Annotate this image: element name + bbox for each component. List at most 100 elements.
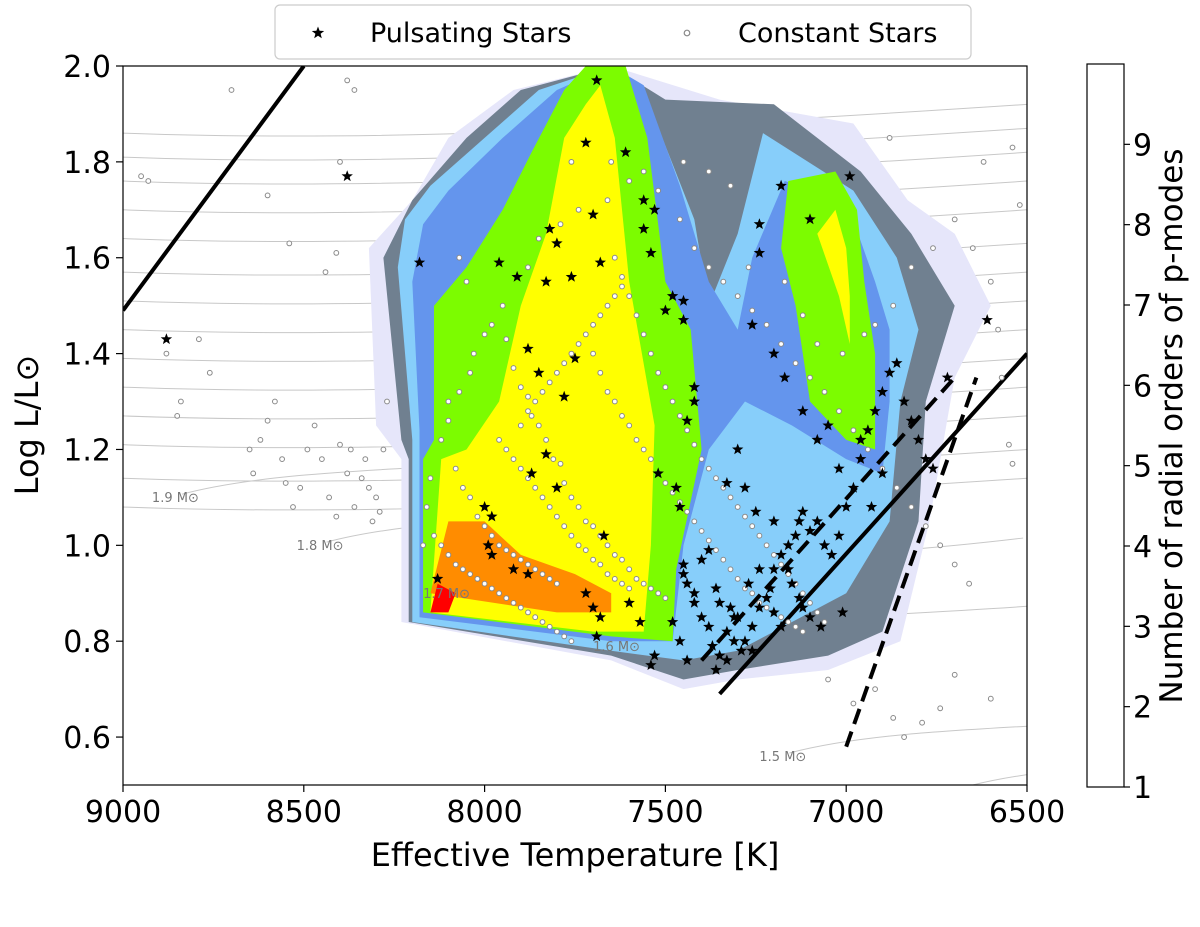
constant-star-point bbox=[922, 523, 929, 530]
pulsating-star-point bbox=[804, 611, 816, 623]
constant-star-point bbox=[648, 585, 654, 592]
pulsating-star-point bbox=[431, 572, 444, 584]
constant-star-point bbox=[590, 523, 596, 530]
constant-star-point bbox=[264, 417, 271, 424]
constant-star-point bbox=[304, 446, 311, 453]
pulsating-star-point bbox=[732, 443, 744, 455]
y-axis-label: Log L/L⊙ bbox=[8, 355, 46, 496]
constant-star-point bbox=[691, 441, 698, 448]
pulsating-star-point bbox=[710, 664, 722, 675]
constant-star-point bbox=[633, 576, 640, 582]
pulsating-star-point bbox=[565, 270, 578, 282]
constant-star-point bbox=[257, 437, 264, 443]
constant-star-point bbox=[626, 585, 633, 592]
constant-star-point bbox=[488, 585, 495, 592]
constant-star-point bbox=[344, 470, 351, 477]
region-level-8 bbox=[430, 583, 456, 613]
constant-star-point bbox=[720, 556, 727, 563]
constant-star-point bbox=[438, 437, 445, 443]
pulsating-star-point bbox=[587, 601, 599, 613]
constant-star-point bbox=[351, 87, 358, 93]
pulsating-star-point bbox=[876, 385, 889, 397]
boundary-line-solid bbox=[123, 66, 306, 312]
constant-star-point bbox=[655, 590, 662, 597]
constant-star-point bbox=[872, 686, 878, 692]
constant-star-point bbox=[550, 456, 557, 463]
pulsating-star-point bbox=[847, 481, 860, 493]
constant-star-point bbox=[698, 528, 705, 534]
constant-star-point bbox=[568, 494, 575, 501]
y-tick-label: 0.8 bbox=[63, 625, 111, 660]
pulsating-star-point bbox=[768, 606, 780, 618]
pulsating-star-point bbox=[920, 453, 932, 464]
pulsating-star-point bbox=[688, 596, 700, 608]
pulsating-star-point bbox=[855, 453, 867, 464]
constant-star-point bbox=[467, 494, 474, 501]
constant-stars-series bbox=[138, 77, 1023, 740]
constant-star-point bbox=[861, 331, 868, 338]
constant-star-point bbox=[691, 245, 698, 252]
pulsating-star-point bbox=[753, 601, 766, 613]
pulsating-star-point bbox=[486, 510, 498, 522]
constant-star-point bbox=[510, 365, 517, 371]
mass-label: 1.4 M⊙ bbox=[937, 784, 984, 799]
constant-star-point bbox=[713, 547, 719, 553]
constant-star-point bbox=[264, 192, 271, 199]
constant-star-point bbox=[850, 427, 857, 434]
constant-star-point bbox=[749, 590, 756, 597]
mass-label: 1.8 M⊙ bbox=[297, 539, 344, 554]
constant-star-point bbox=[474, 513, 481, 520]
pulsating-star-point bbox=[522, 342, 534, 354]
legend-constant-label: Constant Stars bbox=[738, 18, 937, 49]
constant-star-point bbox=[539, 619, 546, 625]
pulsating-star-point bbox=[721, 625, 733, 637]
constant-star-point bbox=[423, 504, 430, 510]
pulsating-star-point bbox=[891, 357, 903, 368]
constant-star-point bbox=[174, 413, 181, 419]
constant-star-point bbox=[814, 609, 821, 616]
constant-star-point bbox=[969, 245, 976, 252]
pulsating-star-point bbox=[478, 501, 491, 512]
constant-star-point bbox=[821, 389, 828, 395]
constant-star-point bbox=[908, 504, 915, 510]
pulsating-star-point bbox=[869, 405, 881, 416]
constant-star-point bbox=[640, 168, 647, 175]
constant-star-point bbox=[445, 552, 452, 558]
constant-star-point bbox=[561, 523, 568, 530]
pulsating-star-point bbox=[413, 256, 426, 268]
constant-star-point bbox=[557, 221, 564, 228]
pulsating-star-point bbox=[753, 563, 766, 575]
pulsating-star-point bbox=[533, 366, 545, 378]
constant-star-point bbox=[590, 556, 596, 563]
constant-star-point bbox=[510, 600, 517, 606]
pulsating-star-point bbox=[941, 371, 954, 383]
pulsating-star-point bbox=[666, 616, 679, 627]
pulsating-star-point bbox=[659, 304, 672, 316]
constant-star-point bbox=[763, 542, 770, 549]
constant-star-point bbox=[575, 504, 582, 510]
constant-star-point bbox=[763, 604, 770, 611]
constant-star-point bbox=[821, 619, 828, 625]
constant-star-point bbox=[778, 614, 784, 621]
constant-star-point bbox=[705, 168, 712, 175]
constant-star-point bbox=[297, 484, 304, 491]
constant-star-point bbox=[138, 173, 145, 180]
constant-star-point bbox=[937, 542, 944, 549]
constant-star-point bbox=[532, 614, 539, 621]
constant-star-point bbox=[546, 623, 553, 630]
constant-star-point bbox=[517, 465, 524, 472]
pulsating-star-point bbox=[739, 481, 751, 493]
constant-star-point bbox=[546, 504, 553, 510]
constant-star-point bbox=[163, 350, 170, 357]
x-tick-label: 8000 bbox=[446, 795, 522, 830]
pulsating-star-point bbox=[713, 596, 726, 608]
colorbar-frame bbox=[1086, 63, 1125, 788]
pulsating-star-point bbox=[797, 601, 809, 613]
constant-star-point bbox=[568, 638, 575, 645]
constant-star-point bbox=[684, 427, 690, 434]
pulsating-star-point bbox=[688, 587, 700, 599]
constant-star-point bbox=[604, 389, 611, 395]
constant-star-point bbox=[655, 187, 662, 194]
constant-star-point bbox=[554, 628, 560, 635]
constant-star-point bbox=[561, 480, 568, 486]
